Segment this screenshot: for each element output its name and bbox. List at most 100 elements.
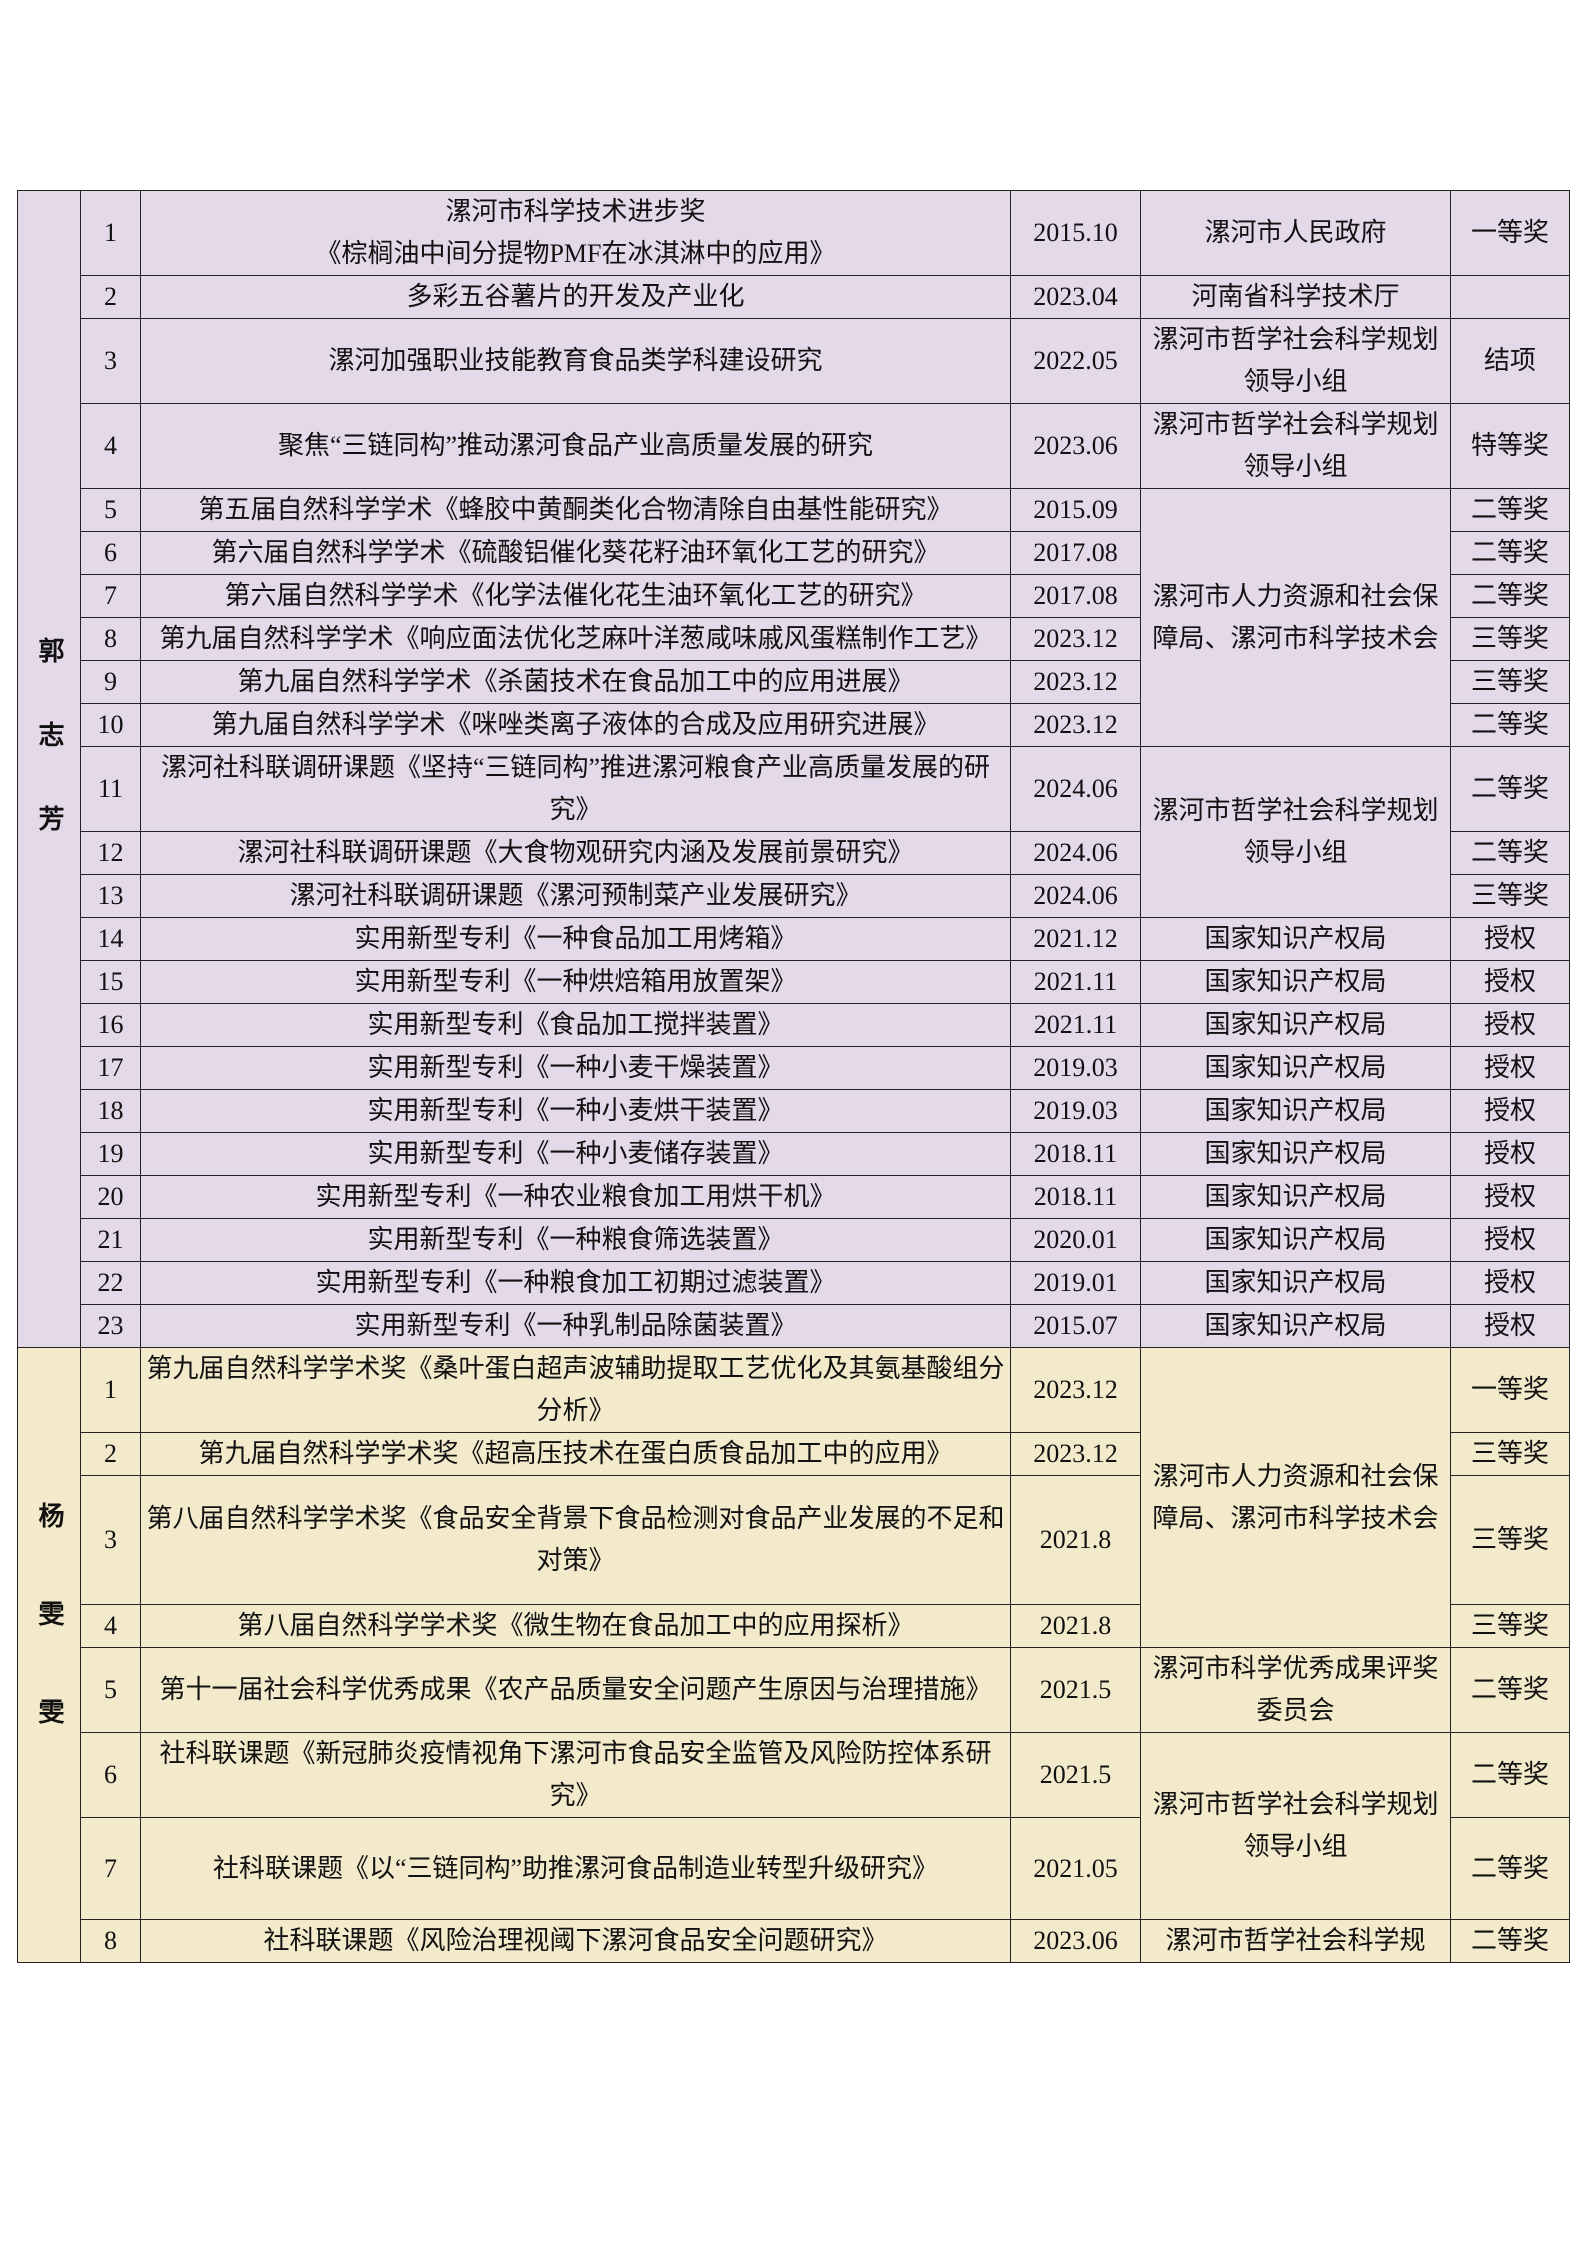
row-number: 12	[80, 831, 141, 875]
issuing-authority: 国家知识产权局	[1140, 1304, 1451, 1348]
table-row: 7 社科联课题《以“三链同构”助推漯河食品制造业转型升级研究》 2021.05 二等奖	[18, 1817, 1570, 1920]
issuing-authority: 河南省科学技术厅	[1140, 275, 1451, 319]
award-date: 2015.10	[1010, 190, 1141, 276]
table-row: 16 实用新型专利《食品加工搅拌装置》 2021.11 国家知识产权局 授权	[18, 1003, 1570, 1047]
table-row: 8 社科联课题《风险治理视阈下漯河食品安全问题研究》 2023.06 漯河市哲学社会科…	[18, 1919, 1570, 1963]
issuing-authority: 漯河市人民政府	[1140, 190, 1451, 276]
award-level	[1450, 275, 1570, 319]
award-level: 授权	[1450, 1261, 1570, 1305]
issuing-authority: 国家知识产权局	[1140, 960, 1451, 1004]
table-row: 21 实用新型专利《一种粮食筛选装置》 2020.01 国家知识产权局 授权	[18, 1218, 1570, 1262]
table-row: 5 第十一届社会科学优秀成果《农产品质量安全问题产生原因与治理措施》 2021.5 漯…	[18, 1647, 1570, 1733]
project-title: 第十一届社会科学优秀成果《农产品质量安全问题产生原因与治理措施》	[140, 1647, 1011, 1733]
award-level: 授权	[1450, 1304, 1570, 1348]
row-number: 13	[80, 874, 141, 918]
table-row: 13 漯河社科联调研课题《漯河预制菜产业发展研究》 2024.06 三等奖	[18, 874, 1570, 918]
project-title: 漯河社科联调研课题《坚持“三链同构”推进漯河粮食产业高质量发展的研究》	[140, 746, 1011, 832]
row-number: 3	[80, 318, 141, 404]
award-date: 2017.08	[1010, 574, 1141, 618]
award-date: 2022.05	[1010, 318, 1141, 404]
table-row: 6 第六届自然科学学术《硫酸铝催化葵花籽油环氧化工艺的研究》 2017.08 二等奖	[18, 531, 1570, 575]
table-row: 3 漯河加强职业技能教育食品类学科建设研究 2022.05 漯河市哲学社会科学规划领导…	[18, 318, 1570, 404]
award-date: 2019.03	[1010, 1089, 1141, 1133]
table-row: 15 实用新型专利《一种烘焙箱用放置架》 2021.11 国家知识产权局 授权	[18, 960, 1570, 1004]
award-date: 2023.12	[1010, 617, 1141, 661]
award-date: 2021.8	[1010, 1475, 1141, 1605]
row-number: 15	[80, 960, 141, 1004]
issuing-authority: 漯河市科学优秀成果评奖委员会	[1140, 1647, 1451, 1733]
project-title: 实用新型专利《一种小麦干燥装置》	[140, 1046, 1011, 1090]
award-level: 三等奖	[1450, 874, 1570, 918]
issuing-authority: 国家知识产权局	[1140, 1089, 1451, 1133]
project-title: 第九届自然科学学术奖《桑叶蛋白超声波辅助提取工艺优化及其氨基酸组分分析》	[140, 1347, 1011, 1433]
project-title: 漯河市科学技术进步奖 《棕榈油中间分提物PMF在冰淇淋中的应用》	[140, 190, 1011, 276]
row-number: 5	[80, 488, 141, 532]
project-title: 第八届自然科学学术奖《微生物在食品加工中的应用探析》	[140, 1604, 1011, 1648]
award-date: 2024.06	[1010, 831, 1141, 875]
issuing-authority: 国家知识产权局	[1140, 1218, 1451, 1262]
row-number: 9	[80, 660, 141, 704]
award-level: 结项	[1450, 318, 1570, 404]
project-title: 实用新型专利《一种粮食加工初期过滤装置》	[140, 1261, 1011, 1305]
issuing-authority: 漯河市哲学社会科学规划领导小组	[1140, 318, 1451, 404]
award-level: 授权	[1450, 1132, 1570, 1176]
issuing-authority: 国家知识产权局	[1140, 1003, 1451, 1047]
award-date: 2023.12	[1010, 703, 1141, 747]
table-row: 14 实用新型专利《一种食品加工用烤箱》 2021.12 国家知识产权局 授权	[18, 917, 1570, 961]
table-row: 3 第八届自然科学学术奖《食品安全背景下食品检测对食品产业发展的不足和对策》 202…	[18, 1475, 1570, 1605]
table-row: 2 第九届自然科学学术奖《超高压技术在蛋白质食品加工中的应用》 2023.12 三等奖	[18, 1432, 1570, 1476]
project-title: 实用新型专利《食品加工搅拌装置》	[140, 1003, 1011, 1047]
award-date: 2015.07	[1010, 1304, 1141, 1348]
table-row: 6 社科联课题《新冠肺炎疫情视角下漯河市食品安全监管及风险防控体系研究》 2021.…	[18, 1732, 1570, 1920]
award-level: 二等奖	[1450, 1817, 1570, 1920]
issuing-authority: 国家知识产权局	[1140, 1046, 1451, 1090]
table-row: 2 多彩五谷薯片的开发及产业化 2023.04 河南省科学技术厅	[18, 275, 1570, 319]
table-row: 20 实用新型专利《一种农业粮食加工用烘干机》 2018.11 国家知识产权局 授权	[18, 1175, 1570, 1219]
table-row: 17 实用新型专利《一种小麦干燥装置》 2019.03 国家知识产权局 授权	[18, 1046, 1570, 1090]
award-date: 2023.06	[1010, 1919, 1141, 1963]
issuing-authority: 漯河市哲学社会科学规	[1140, 1919, 1451, 1963]
award-level: 授权	[1450, 1089, 1570, 1133]
row-number: 6	[80, 1732, 141, 1818]
table-row: 10 第九届自然科学学术《咪唑类离子液体的合成及应用研究进展》 2023.12 二等奖	[18, 703, 1570, 747]
project-title: 第九届自然科学学术《杀菌技术在食品加工中的应用进展》	[140, 660, 1011, 704]
project-title: 实用新型专利《一种烘焙箱用放置架》	[140, 960, 1011, 1004]
project-title: 第六届自然科学学术《化学法催化花生油环氧化工艺的研究》	[140, 574, 1011, 618]
award-date: 2023.04	[1010, 275, 1141, 319]
award-level: 授权	[1450, 960, 1570, 1004]
award-date: 2023.12	[1010, 1432, 1141, 1476]
table-row: 7 第六届自然科学学术《化学法催化花生油环氧化工艺的研究》 2017.08 二等奖	[18, 574, 1570, 618]
award-date: 2021.12	[1010, 917, 1141, 961]
project-title: 社科联课题《以“三链同构”助推漯河食品制造业转型升级研究》	[140, 1817, 1011, 1920]
award-date: 2023.06	[1010, 403, 1141, 489]
award-date: 2019.03	[1010, 1046, 1141, 1090]
row-number: 7	[80, 574, 141, 618]
award-date: 2021.11	[1010, 960, 1141, 1004]
project-title: 实用新型专利《一种乳制品除菌装置》	[140, 1304, 1011, 1348]
award-date: 2019.01	[1010, 1261, 1141, 1305]
issuing-authority: 国家知识产权局	[1140, 1175, 1451, 1219]
row-number: 1	[80, 190, 141, 276]
project-title: 社科联课题《风险治理视阈下漯河食品安全问题研究》	[140, 1919, 1011, 1963]
award-date: 2021.05	[1010, 1817, 1141, 1920]
project-title: 第九届自然科学学术《响应面法优化芝麻叶洋葱咸味戚风蛋糕制作工艺》	[140, 617, 1011, 661]
table-row: 4 聚焦“三链同构”推动漯河食品产业高质量发展的研究 2023.06 漯河市哲学社会科…	[18, 403, 1570, 489]
project-title: 漯河社科联调研课题《漯河预制菜产业发展研究》	[140, 874, 1011, 918]
award-level: 三等奖	[1450, 1432, 1570, 1476]
award-date: 2018.11	[1010, 1132, 1141, 1176]
row-number: 6	[80, 531, 141, 575]
award-level: 一等奖	[1450, 190, 1570, 276]
award-level: 二等奖	[1450, 1919, 1570, 1963]
row-number: 8	[80, 1919, 141, 1963]
issuing-authority: 漯河市人力资源和社会保障局、漯河市科学技术会	[1140, 488, 1451, 747]
table-row: 11 漯河社科联调研课题《坚持“三链同构”推进漯河粮食产业高质量发展的研究》 202…	[18, 746, 1570, 918]
issuing-authority: 漯河市哲学社会科学规划领导小组	[1140, 403, 1451, 489]
award-level: 三等奖	[1450, 1604, 1570, 1648]
project-title: 第八届自然科学学术奖《食品安全背景下食品检测对食品产业发展的不足和对策》	[140, 1475, 1011, 1605]
row-number: 5	[80, 1647, 141, 1733]
project-title: 第五届自然科学学术《蜂胶中黄酮类化合物清除自由基性能研究》	[140, 488, 1011, 532]
row-number: 22	[80, 1261, 141, 1305]
award-level: 三等奖	[1450, 1475, 1570, 1605]
row-number: 23	[80, 1304, 141, 1348]
row-number: 3	[80, 1475, 141, 1605]
